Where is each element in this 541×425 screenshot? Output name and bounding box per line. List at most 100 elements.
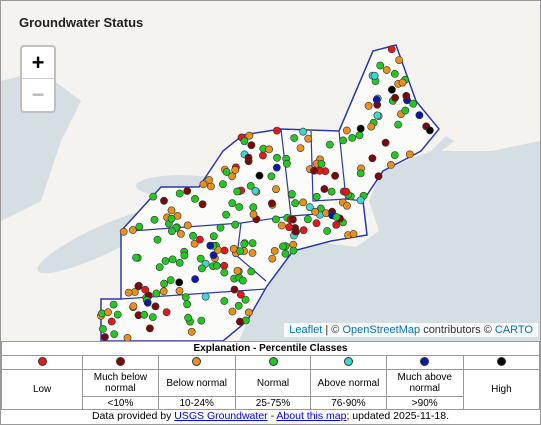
site-marker — [317, 159, 326, 168]
site-marker — [240, 240, 249, 248]
site-marker — [160, 279, 168, 288]
site-marker — [312, 192, 321, 201]
site-marker — [425, 126, 434, 135]
site-marker — [382, 66, 391, 74]
site-marker — [167, 206, 176, 215]
site-marker — [291, 199, 300, 208]
site-marker — [401, 106, 410, 115]
site-marker — [265, 145, 273, 154]
site-marker — [230, 285, 239, 294]
site-marker — [107, 317, 116, 326]
leaflet-link[interactable]: Leaflet — [289, 324, 323, 336]
zoom-control: + − — [20, 45, 56, 113]
site-marker — [387, 85, 396, 94]
site-marker — [132, 253, 140, 262]
site-marker — [218, 180, 227, 189]
site-marker — [206, 241, 215, 250]
site-marker — [415, 111, 424, 120]
site-marker — [244, 308, 253, 317]
site-marker — [368, 154, 377, 163]
about-link[interactable]: About this map — [276, 410, 347, 422]
site-marker — [233, 187, 242, 196]
site-marker — [175, 278, 184, 287]
site-marker — [236, 247, 245, 255]
site-marker — [166, 276, 175, 284]
site-marker — [235, 317, 244, 326]
site-marker — [267, 172, 276, 181]
site-marker — [128, 226, 137, 234]
site-marker — [241, 295, 250, 304]
site-marker — [356, 196, 365, 205]
site-marker — [272, 126, 281, 135]
site-marker — [135, 222, 144, 231]
site-marker — [409, 99, 418, 108]
legend-range: 25-75% — [234, 396, 312, 410]
site-marker — [167, 227, 176, 236]
site-marker — [327, 187, 336, 196]
site-marker — [161, 257, 170, 265]
site-marker — [197, 316, 206, 325]
legend-swatch — [268, 356, 278, 366]
site-marker — [342, 126, 351, 135]
osm-link[interactable]: OpenStreetMap — [342, 324, 421, 336]
site-marker — [159, 287, 168, 296]
site-marker — [220, 268, 229, 277]
site-marker — [129, 302, 138, 310]
carto-link[interactable]: CARTO — [494, 324, 533, 336]
site-marker — [332, 213, 341, 221]
site-marker — [367, 122, 376, 131]
site-marker — [206, 182, 215, 191]
site-marker — [299, 198, 307, 207]
site-marker — [398, 78, 407, 87]
zoom-out[interactable]: − — [31, 82, 45, 107]
site-marker — [320, 185, 329, 193]
site-marker — [209, 251, 218, 260]
site-marker — [180, 251, 189, 260]
site-marker — [272, 185, 280, 194]
map-title: Groundwater Status — [19, 15, 144, 30]
site-marker — [140, 310, 149, 319]
site-marker — [236, 290, 245, 299]
site-marker — [273, 153, 281, 162]
site-marker — [183, 221, 192, 230]
site-marker — [222, 168, 231, 176]
site-marker — [148, 313, 157, 321]
site-marker — [150, 215, 159, 224]
legend-swatch-cell — [157, 355, 236, 370]
site-marker — [124, 288, 133, 297]
site-marker — [209, 232, 218, 241]
site-marker — [220, 261, 229, 270]
site-marker — [220, 246, 229, 255]
site-marker — [391, 93, 399, 102]
site-marker — [312, 219, 321, 228]
legend-swatch — [343, 356, 353, 366]
site-marker — [310, 166, 318, 175]
zoom-in[interactable]: + — [22, 47, 54, 79]
legend-swatch-cell — [385, 355, 464, 370]
attr-sep: | © — [325, 324, 340, 336]
site-marker — [183, 187, 192, 195]
site-marker — [184, 313, 192, 322]
site-marker — [196, 254, 205, 263]
legend-swatch-cell — [462, 355, 540, 370]
site-marker — [248, 249, 257, 257]
source-link[interactable]: USGS Groundwater — [174, 410, 268, 422]
site-marker — [281, 249, 290, 258]
site-marker — [272, 163, 281, 172]
site-marker — [348, 133, 357, 142]
site-marker — [201, 292, 210, 301]
site-marker — [381, 138, 390, 147]
site-marker — [277, 221, 286, 230]
site-marker — [198, 200, 207, 209]
site-marker — [228, 199, 237, 208]
site-marker — [305, 203, 314, 212]
site-marker — [303, 215, 312, 224]
site-marker — [222, 210, 230, 219]
site-marker — [151, 302, 160, 311]
site-marker — [191, 194, 199, 203]
site-marker — [191, 275, 199, 283]
site-marker — [175, 286, 184, 295]
site-marker — [153, 235, 162, 244]
site-marker — [387, 45, 396, 54]
gauge-sites — [97, 45, 434, 341]
